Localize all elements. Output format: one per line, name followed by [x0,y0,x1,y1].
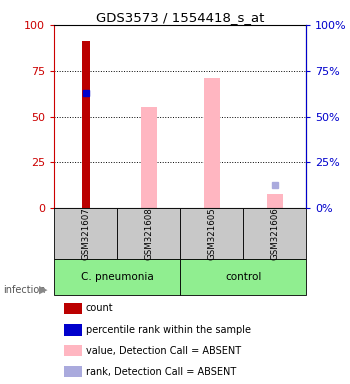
Bar [243,209,306,259]
Bar [64,345,82,356]
Text: control: control [225,272,261,282]
Bar [54,209,117,259]
Text: percentile rank within the sample: percentile rank within the sample [86,325,251,335]
Text: GSM321605: GSM321605 [207,207,216,260]
Title: GDS3573 / 1554418_s_at: GDS3573 / 1554418_s_at [96,11,265,24]
Text: count: count [86,303,113,313]
Bar [82,41,90,209]
Bar [64,366,82,377]
Bar [54,259,180,295]
Bar [180,259,306,295]
Bar [141,108,157,209]
Text: rank, Detection Call = ABSENT: rank, Detection Call = ABSENT [86,367,236,377]
Text: value, Detection Call = ABSENT: value, Detection Call = ABSENT [86,346,241,356]
Bar [204,78,220,209]
Bar [180,209,243,259]
Text: infection: infection [4,285,46,295]
Bar [64,324,82,336]
Bar [267,194,283,209]
Text: ▶: ▶ [39,285,48,295]
Text: GSM321607: GSM321607 [81,207,90,260]
Text: GSM321608: GSM321608 [144,207,153,260]
Bar [117,209,180,259]
Text: GSM321606: GSM321606 [270,207,279,260]
Text: C. pneumonia: C. pneumonia [81,272,154,282]
Bar [64,303,82,314]
